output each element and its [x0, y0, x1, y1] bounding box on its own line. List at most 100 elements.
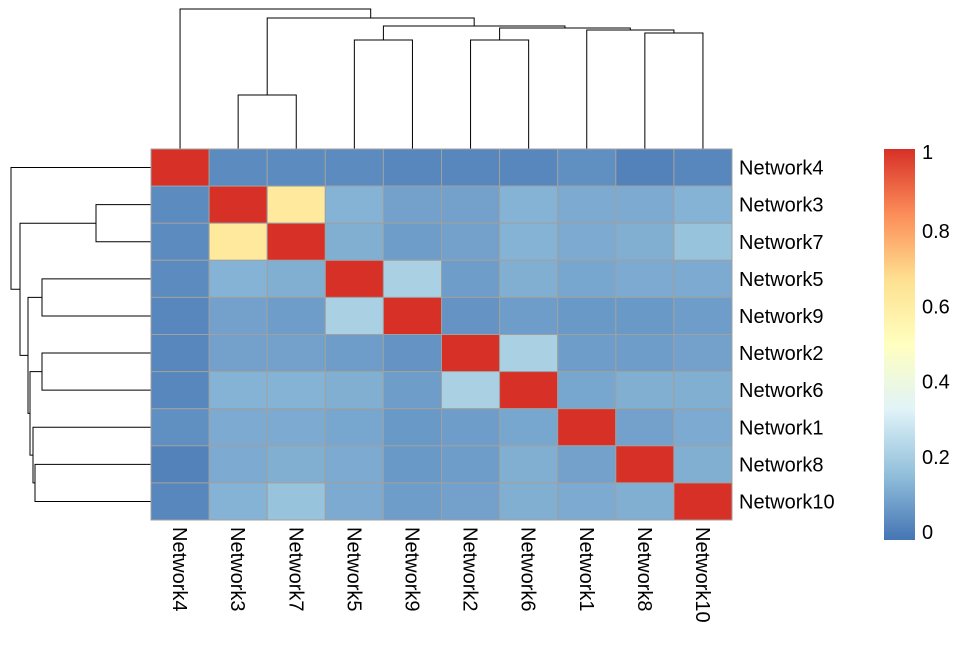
- heatmap-cell: [266, 296, 326, 335]
- heatmap-cell: [499, 408, 559, 447]
- row-labels: Network4 Network3 Network7 Network5 Network9…: [739, 158, 835, 514]
- row-label: Network10: [739, 491, 835, 513]
- heatmap-cell: [208, 482, 268, 521]
- heatmap-cell: [673, 482, 733, 521]
- heatmap-cell: [557, 259, 617, 298]
- heatmap-cell: [150, 408, 210, 447]
- column-label: Network9: [400, 527, 422, 611]
- heatmap-cell: [673, 334, 733, 373]
- row-dendrogram: [10, 167, 151, 502]
- heatmap-cell: [673, 259, 733, 298]
- heatmap-cell: [266, 222, 326, 261]
- column-labels: Network4 Network3 Network7 Network5 Network9…: [168, 527, 713, 623]
- heatmap-cell: [499, 445, 559, 484]
- heatmap-cell: [499, 334, 559, 373]
- row-label: Network8: [739, 454, 823, 476]
- heatmap-cell: [557, 185, 617, 224]
- heatmap-cell: [266, 185, 326, 224]
- heatmap-cell: [557, 408, 617, 447]
- color-legend-tick-label: 1: [922, 142, 933, 164]
- heatmap-cell: [266, 334, 326, 373]
- heatmap-cell: [557, 334, 617, 373]
- heatmap-cell: [208, 259, 268, 298]
- heatmap-cell: [673, 371, 733, 410]
- heatmap-cell: [673, 408, 733, 447]
- dendrogram-link: [41, 352, 151, 391]
- color-legend-ticks: 0 0.2 0.4 0.6 0.8 1: [922, 142, 950, 544]
- heatmap-cell: [441, 296, 501, 335]
- dendrogram-link: [179, 8, 372, 149]
- heatmap-cell: [382, 445, 442, 484]
- heatmap-cell: [557, 222, 617, 261]
- dendrogram-link: [353, 39, 413, 149]
- row-label: Network1: [739, 417, 823, 439]
- heatmap-cell: [208, 408, 268, 447]
- heatmap-cell: [673, 222, 733, 261]
- heatmap-cell: [266, 482, 326, 521]
- column-label: Network3: [226, 527, 248, 611]
- row-label: Network7: [739, 232, 823, 254]
- heatmap-cell: [150, 334, 210, 373]
- column-label: Network6: [517, 527, 539, 611]
- row-label: Network5: [739, 269, 823, 291]
- heatmap-cell: [673, 296, 733, 335]
- heatmap-cell: [150, 296, 210, 335]
- heatmap-cell: [150, 148, 210, 187]
- heatmap-cell: [208, 445, 268, 484]
- heatmap-cell: [557, 371, 617, 410]
- heatmap-cell: [673, 148, 733, 187]
- heatmap-cell: [615, 371, 675, 410]
- heatmap-cell: [499, 222, 559, 261]
- heatmap-cell: [324, 334, 384, 373]
- heatmap-cell: [615, 296, 675, 335]
- heatmap-cell: [324, 445, 384, 484]
- heatmap-cell: [615, 408, 675, 447]
- heatmap-cell: [266, 445, 326, 484]
- heatmap-cell: [266, 408, 326, 447]
- column-label: Network5: [342, 527, 364, 611]
- heatmap-cell: [441, 334, 501, 373]
- heatmap-cell: [208, 185, 268, 224]
- dendrogram-link: [19, 222, 96, 356]
- heatmap-cell: [324, 148, 384, 187]
- heatmap-cell: [324, 185, 384, 224]
- row-label: Network3: [739, 195, 823, 217]
- heatmap-cell: [615, 259, 675, 298]
- heatmap-cell: [615, 148, 675, 187]
- dendrogram-link: [644, 32, 704, 149]
- heatmap-cell: [382, 148, 442, 187]
- dendrogram-link: [95, 204, 151, 243]
- heatmap-cell: [150, 259, 210, 298]
- heatmap-cell: [615, 334, 675, 373]
- heatmap-cell: [382, 371, 442, 410]
- heatmap-cell: [382, 334, 442, 373]
- heatmap-cell: [324, 296, 384, 335]
- heatmap-cell: [557, 445, 617, 484]
- heatmap-cell: [208, 296, 268, 335]
- dendrogram-link: [266, 17, 475, 95]
- heatmap-cell: [382, 482, 442, 521]
- column-label: Network2: [459, 527, 481, 611]
- column-label: Network7: [284, 527, 306, 611]
- heatmap-cell: [324, 259, 384, 298]
- heatmap-cell: [150, 371, 210, 410]
- heatmap-cell: [441, 148, 501, 187]
- dendrogram-link: [41, 278, 151, 317]
- heatmap-cell: [557, 296, 617, 335]
- heatmap-cell: [150, 482, 210, 521]
- color-legend-tick-label: 0.6: [922, 296, 950, 318]
- heatmap-cell: [150, 445, 210, 484]
- dendrogram-link: [10, 167, 151, 290]
- row-label: Network9: [739, 306, 823, 328]
- color-legend-tick-label: 0.2: [922, 447, 950, 469]
- heatmap-cell: [499, 148, 559, 187]
- heatmap-cell: [324, 482, 384, 521]
- heatmap-cell: [266, 148, 326, 187]
- heatmap-cell: [615, 482, 675, 521]
- heatmap-cell: [208, 334, 268, 373]
- heatmap-cell: [673, 185, 733, 224]
- heatmap-cell: [615, 185, 675, 224]
- dendrogram-link: [32, 426, 151, 484]
- color-legend: 0 0.2 0.4 0.6 0.8 1: [884, 142, 950, 544]
- heatmap-cell: [441, 259, 501, 298]
